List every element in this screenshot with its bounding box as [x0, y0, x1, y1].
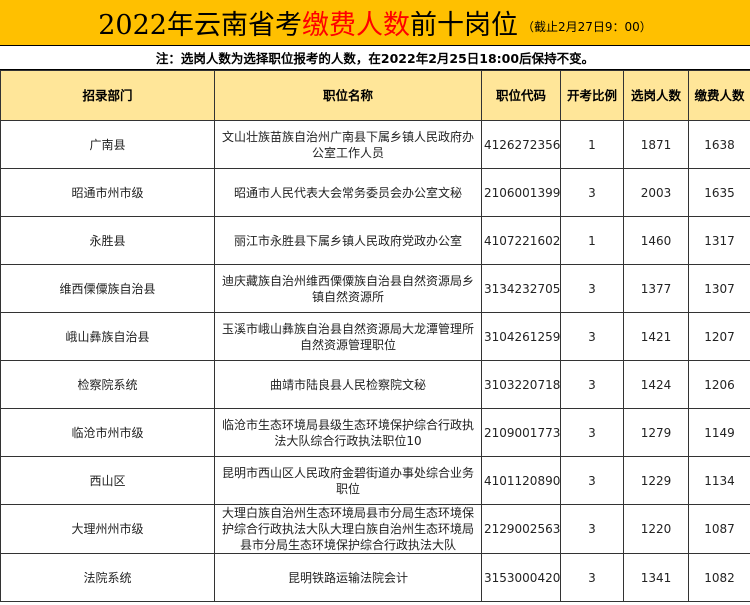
table-row: 昭通市州市级 昭通市人民代表大会常务委员会办公室文秘 2106001399 3 2003… — [0, 168, 750, 217]
table-row: 峨山彝族自治县 玉溪市峨山彝族自治县自然资源局大龙潭管理所自然资源管理职位 3104… — [0, 312, 750, 361]
cell-department: 峨山彝族自治县 — [0, 312, 215, 361]
cell-paid-count: 1134 — [688, 456, 750, 505]
cell-position-name: 临沧市生态环境局县级生态环境保护综合行政执法大队综合行政执法职位10 — [214, 408, 482, 457]
cell-department: 西山区 — [0, 456, 215, 505]
cell-selected-count: 2003 — [623, 168, 689, 217]
cell-exam-ratio: 1 — [560, 120, 624, 169]
cell-paid-count: 1307 — [688, 264, 750, 313]
table-row: 临沧市州市级 临沧市生态环境局县级生态环境保护综合行政执法大队综合行政执法职位10… — [0, 408, 750, 457]
cell-selected-count: 1229 — [623, 456, 689, 505]
cell-exam-ratio: 3 — [560, 504, 624, 554]
header-department: 招录部门 — [0, 70, 215, 121]
cell-exam-ratio: 3 — [560, 264, 624, 313]
cell-position-code: 3103220718 — [481, 360, 561, 409]
header-position-code: 职位代码 — [481, 70, 561, 121]
cell-selected-count: 1871 — [623, 120, 689, 169]
cell-paid-count: 1207 — [688, 312, 750, 361]
cell-position-code: 3134232705 — [481, 264, 561, 313]
cell-selected-count: 1341 — [623, 553, 689, 602]
cell-selected-count: 1421 — [623, 312, 689, 361]
header-paid-count: 缴费人数 — [688, 70, 750, 121]
cell-exam-ratio: 1 — [560, 216, 624, 265]
cell-paid-count: 1082 — [688, 553, 750, 602]
cell-selected-count: 1279 — [623, 408, 689, 457]
cell-department: 检察院系统 — [0, 360, 215, 409]
table-row: 永胜县 丽江市永胜县下属乡镇人民政府党政办公室 4107221602 1 1460 131… — [0, 216, 750, 265]
cell-exam-ratio: 3 — [560, 168, 624, 217]
title-subtitle: （截止2月27日9：00） — [521, 20, 652, 34]
header-selected-count: 选岗人数 — [623, 70, 689, 121]
cell-selected-count: 1220 — [623, 504, 689, 554]
cell-paid-count: 1317 — [688, 216, 750, 265]
title-banner: 2022年云南省考缴费人数前十岗位 （截止2月27日9：00） — [0, 0, 750, 46]
cell-position-name: 迪庆藏族自治州维西傈僳族自治县自然资源局乡镇自然资源所 — [214, 264, 482, 313]
table-row: 法院系统 昆明铁路运输法院会计 3153000420 3 1341 1082 — [0, 553, 750, 602]
cell-position-code: 3153000420 — [481, 553, 561, 602]
table-row: 西山区 昆明市西山区人民政府金碧街道办事处综合业务职位 4101120890 3 122… — [0, 456, 750, 505]
cell-position-code: 2106001399 — [481, 168, 561, 217]
data-table: 招录部门 职位名称 职位代码 开考比例 选岗人数 缴费人数 广南县 文山壮族苗族自治州广南县… — [0, 70, 750, 602]
cell-selected-count: 1424 — [623, 360, 689, 409]
cell-department: 昭通市州市级 — [0, 168, 215, 217]
cell-position-code: 2109001773 — [481, 408, 561, 457]
cell-position-name: 昆明市西山区人民政府金碧街道办事处综合业务职位 — [214, 456, 482, 505]
cell-selected-count: 1377 — [623, 264, 689, 313]
page-title: 2022年云南省考缴费人数前十岗位 — [98, 10, 518, 41]
cell-position-name: 大理白族自治州生态环境局县市分局生态环境保护综合行政执法大队大理白族自治州生态环… — [214, 504, 482, 554]
cell-position-name: 昭通市人民代表大会常务委员会办公室文秘 — [214, 168, 482, 217]
cell-position-name: 文山壮族苗族自治州广南县下属乡镇人民政府办公室工作人员 — [214, 120, 482, 169]
table-row: 广南县 文山壮族苗族自治州广南县下属乡镇人民政府办公室工作人员 4126272356… — [0, 120, 750, 169]
header-row: 招录部门 职位名称 职位代码 开考比例 选岗人数 缴费人数 — [0, 70, 750, 121]
cell-paid-count: 1087 — [688, 504, 750, 554]
cell-paid-count: 1638 — [688, 120, 750, 169]
header-position-name: 职位名称 — [214, 70, 482, 121]
cell-exam-ratio: 3 — [560, 360, 624, 409]
header-exam-ratio: 开考比例 — [560, 70, 624, 121]
table-row: 维西傈僳族自治县 迪庆藏族自治州维西傈僳族自治县自然资源局乡镇自然资源所 31342… — [0, 264, 750, 313]
note-row: 注：选岗人数为选择职位报考的人数，在2022年2月25日18:00后保持不变。 — [0, 46, 750, 70]
table-row: 检察院系统 曲靖市陆良县人民检察院文秘 3103220718 3 1424 1206 — [0, 360, 750, 409]
cell-department: 大理州州市级 — [0, 504, 215, 554]
cell-selected-count: 1460 — [623, 216, 689, 265]
cell-paid-count: 1149 — [688, 408, 750, 457]
cell-position-code: 4107221602 — [481, 216, 561, 265]
cell-position-name: 丽江市永胜县下属乡镇人民政府党政办公室 — [214, 216, 482, 265]
cell-position-name: 昆明铁路运输法院会计 — [214, 553, 482, 602]
cell-department: 法院系统 — [0, 553, 215, 602]
cell-department: 永胜县 — [0, 216, 215, 265]
cell-department: 广南县 — [0, 120, 215, 169]
cell-position-code: 4101120890 — [481, 456, 561, 505]
cell-paid-count: 1635 — [688, 168, 750, 217]
cell-exam-ratio: 3 — [560, 456, 624, 505]
cell-paid-count: 1206 — [688, 360, 750, 409]
cell-position-code: 2129002563 — [481, 504, 561, 554]
cell-position-code: 4126272356 — [481, 120, 561, 169]
cell-exam-ratio: 3 — [560, 408, 624, 457]
table-row: 大理州州市级 大理白族自治州生态环境局县市分局生态环境保护综合行政执法大队大理白族… — [0, 504, 750, 554]
cell-exam-ratio: 3 — [560, 553, 624, 602]
cell-department: 维西傈僳族自治县 — [0, 264, 215, 313]
cell-position-name: 玉溪市峨山彝族自治县自然资源局大龙潭管理所自然资源管理职位 — [214, 312, 482, 361]
cell-position-code: 3104261259 — [481, 312, 561, 361]
cell-department: 临沧市州市级 — [0, 408, 215, 457]
cell-exam-ratio: 3 — [560, 312, 624, 361]
cell-position-name: 曲靖市陆良县人民检察院文秘 — [214, 360, 482, 409]
